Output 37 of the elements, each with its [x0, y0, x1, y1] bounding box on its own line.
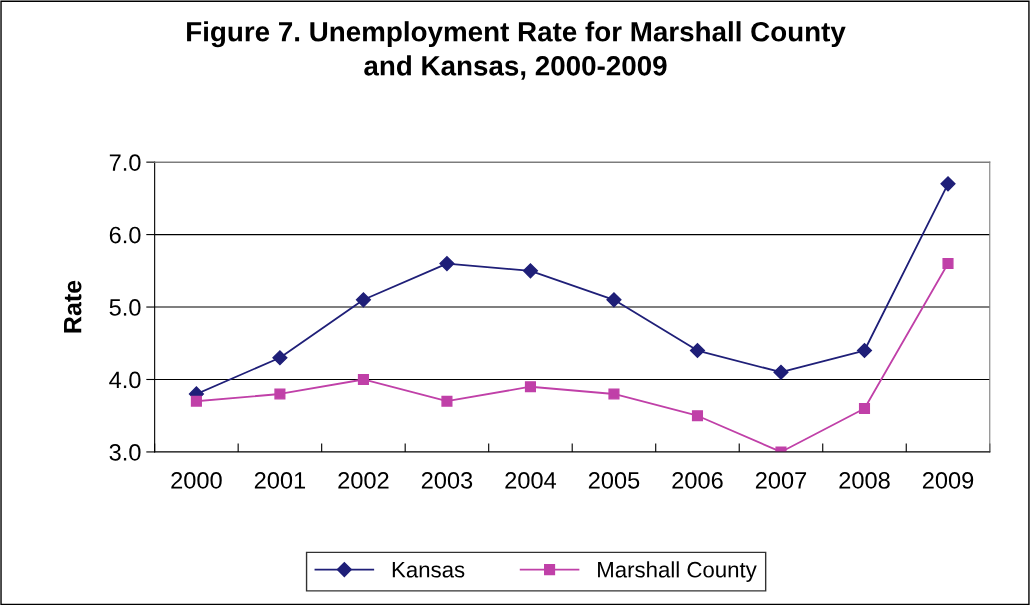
legend-label: Kansas — [392, 562, 465, 578]
point — [691, 410, 704, 422]
point — [522, 263, 539, 279]
x-tick-label: 2002 — [338, 472, 389, 489]
x-tick-label: 2008 — [839, 472, 890, 489]
point — [773, 364, 789, 380]
y-tick-label: 4.0 — [109, 371, 141, 389]
x-tick-label: 2009 — [922, 472, 974, 489]
y-tick-label: 7.0 — [109, 154, 141, 171]
point — [357, 373, 369, 386]
x-tick-label: 2000 — [171, 472, 222, 489]
x-tick-label: 2006 — [672, 472, 723, 489]
y-tick-label: 5.0 — [109, 299, 141, 316]
chart-title: Figure 7. Unemployment Rate for Marshall County and Kansas, 2000-2009 — [187, 21, 846, 80]
point — [524, 381, 537, 393]
point — [355, 292, 371, 308]
point — [274, 388, 286, 400]
y-tick-label: 3.0 — [109, 444, 141, 461]
x-tick-label: 2005 — [588, 472, 640, 489]
x-tick-label: 2001 — [254, 472, 306, 489]
legend-label: Marshall County — [598, 561, 757, 582]
point — [689, 342, 706, 359]
point — [856, 342, 873, 359]
x-tick-label: 2007 — [755, 472, 807, 489]
y-axis-title: Rate — [64, 280, 82, 333]
x-tick-label: 2004 — [505, 472, 557, 489]
point — [858, 402, 871, 415]
point — [942, 258, 954, 270]
point — [439, 255, 455, 272]
point — [441, 395, 453, 407]
point — [608, 388, 620, 400]
x-tick-label: 2003 — [421, 472, 473, 489]
point — [272, 350, 288, 366]
point — [606, 292, 622, 308]
point — [190, 395, 202, 407]
y-tick-label: 6.0 — [109, 226, 141, 244]
point — [940, 176, 956, 192]
